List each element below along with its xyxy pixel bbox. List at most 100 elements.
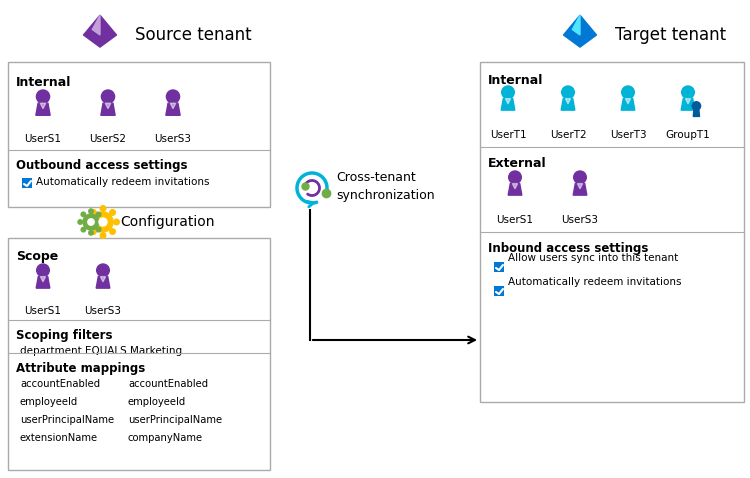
Circle shape — [97, 228, 101, 232]
Circle shape — [562, 86, 574, 98]
Circle shape — [682, 86, 694, 98]
Polygon shape — [166, 103, 180, 115]
Polygon shape — [36, 277, 50, 288]
Polygon shape — [92, 15, 100, 35]
FancyBboxPatch shape — [22, 178, 32, 188]
Text: GroupT1: GroupT1 — [666, 130, 710, 140]
Polygon shape — [572, 15, 580, 35]
Text: UserT2: UserT2 — [550, 130, 586, 140]
Polygon shape — [693, 110, 700, 117]
Polygon shape — [501, 98, 515, 110]
Text: userPrincipalName: userPrincipalName — [128, 415, 222, 425]
Polygon shape — [561, 98, 574, 110]
Polygon shape — [578, 184, 583, 189]
Circle shape — [622, 86, 634, 98]
Text: companyName: companyName — [128, 433, 203, 443]
Text: Inbound access settings: Inbound access settings — [488, 242, 648, 255]
Polygon shape — [40, 103, 46, 109]
Text: Internal: Internal — [488, 74, 543, 87]
Circle shape — [574, 171, 586, 184]
Text: UserS3: UserS3 — [154, 134, 191, 144]
Text: UserS3: UserS3 — [85, 306, 122, 316]
Text: UserS1: UserS1 — [25, 134, 62, 144]
Text: Internal: Internal — [16, 76, 71, 89]
Polygon shape — [40, 277, 46, 282]
FancyBboxPatch shape — [494, 286, 504, 296]
Circle shape — [97, 212, 101, 217]
Circle shape — [110, 210, 116, 215]
Text: UserT1: UserT1 — [490, 130, 526, 140]
Circle shape — [93, 212, 113, 232]
Polygon shape — [573, 184, 586, 195]
FancyBboxPatch shape — [8, 62, 270, 207]
Polygon shape — [626, 98, 631, 104]
Text: Attribute mappings: Attribute mappings — [16, 362, 146, 375]
Circle shape — [87, 219, 92, 225]
Text: UserS2: UserS2 — [89, 134, 127, 144]
Text: UserS1: UserS1 — [496, 215, 533, 225]
Circle shape — [100, 206, 106, 211]
Circle shape — [81, 228, 86, 232]
FancyBboxPatch shape — [8, 238, 270, 470]
Polygon shape — [621, 98, 634, 110]
Circle shape — [100, 220, 104, 224]
Circle shape — [97, 264, 109, 277]
Circle shape — [509, 171, 521, 184]
Circle shape — [37, 264, 50, 277]
Circle shape — [100, 233, 106, 239]
Text: Target tenant: Target tenant — [615, 26, 726, 44]
Text: Automatically redeem invitations: Automatically redeem invitations — [36, 177, 209, 187]
Text: employeeId: employeeId — [128, 397, 186, 407]
Polygon shape — [105, 103, 111, 109]
Circle shape — [88, 209, 93, 214]
Circle shape — [692, 102, 700, 110]
Circle shape — [78, 220, 82, 224]
Circle shape — [99, 218, 107, 226]
Text: UserS1: UserS1 — [25, 306, 62, 316]
Text: UserS3: UserS3 — [562, 215, 598, 225]
FancyBboxPatch shape — [480, 62, 744, 402]
Polygon shape — [681, 98, 694, 110]
Text: userPrincipalName: userPrincipalName — [20, 415, 114, 425]
Circle shape — [91, 210, 96, 215]
Circle shape — [88, 230, 93, 235]
Circle shape — [114, 219, 119, 225]
Circle shape — [101, 90, 115, 103]
FancyBboxPatch shape — [494, 262, 504, 272]
Text: employeeId: employeeId — [20, 397, 78, 407]
Text: accountEnabled: accountEnabled — [128, 379, 208, 389]
Polygon shape — [83, 15, 116, 47]
Text: department EQUALS Marketing: department EQUALS Marketing — [20, 346, 182, 356]
Polygon shape — [512, 184, 517, 189]
Polygon shape — [100, 103, 116, 115]
Circle shape — [166, 90, 179, 103]
Circle shape — [83, 214, 99, 230]
Polygon shape — [96, 277, 109, 288]
Text: External: External — [488, 157, 547, 170]
Text: Outbound access settings: Outbound access settings — [16, 159, 188, 172]
Polygon shape — [686, 98, 691, 104]
Polygon shape — [100, 277, 106, 282]
Polygon shape — [170, 103, 176, 109]
Polygon shape — [509, 184, 522, 195]
Text: Source tenant: Source tenant — [135, 26, 251, 44]
Text: Configuration: Configuration — [120, 215, 214, 229]
Text: Allow users sync into this tenant: Allow users sync into this tenant — [508, 253, 678, 263]
Polygon shape — [563, 15, 596, 47]
Polygon shape — [566, 98, 571, 104]
Text: accountEnabled: accountEnabled — [20, 379, 101, 389]
Text: Scoping filters: Scoping filters — [16, 329, 112, 342]
Circle shape — [37, 90, 50, 103]
Text: Automatically redeem invitations: Automatically redeem invitations — [508, 277, 682, 287]
Polygon shape — [36, 103, 50, 115]
Circle shape — [110, 229, 116, 234]
Text: Scope: Scope — [16, 250, 58, 263]
Circle shape — [502, 86, 515, 98]
Circle shape — [91, 229, 96, 234]
Text: extensionName: extensionName — [20, 433, 98, 443]
Circle shape — [88, 219, 94, 225]
Polygon shape — [506, 98, 511, 104]
Text: Cross-tenant
synchronization: Cross-tenant synchronization — [336, 171, 435, 202]
Circle shape — [81, 212, 86, 217]
Text: UserT3: UserT3 — [610, 130, 646, 140]
